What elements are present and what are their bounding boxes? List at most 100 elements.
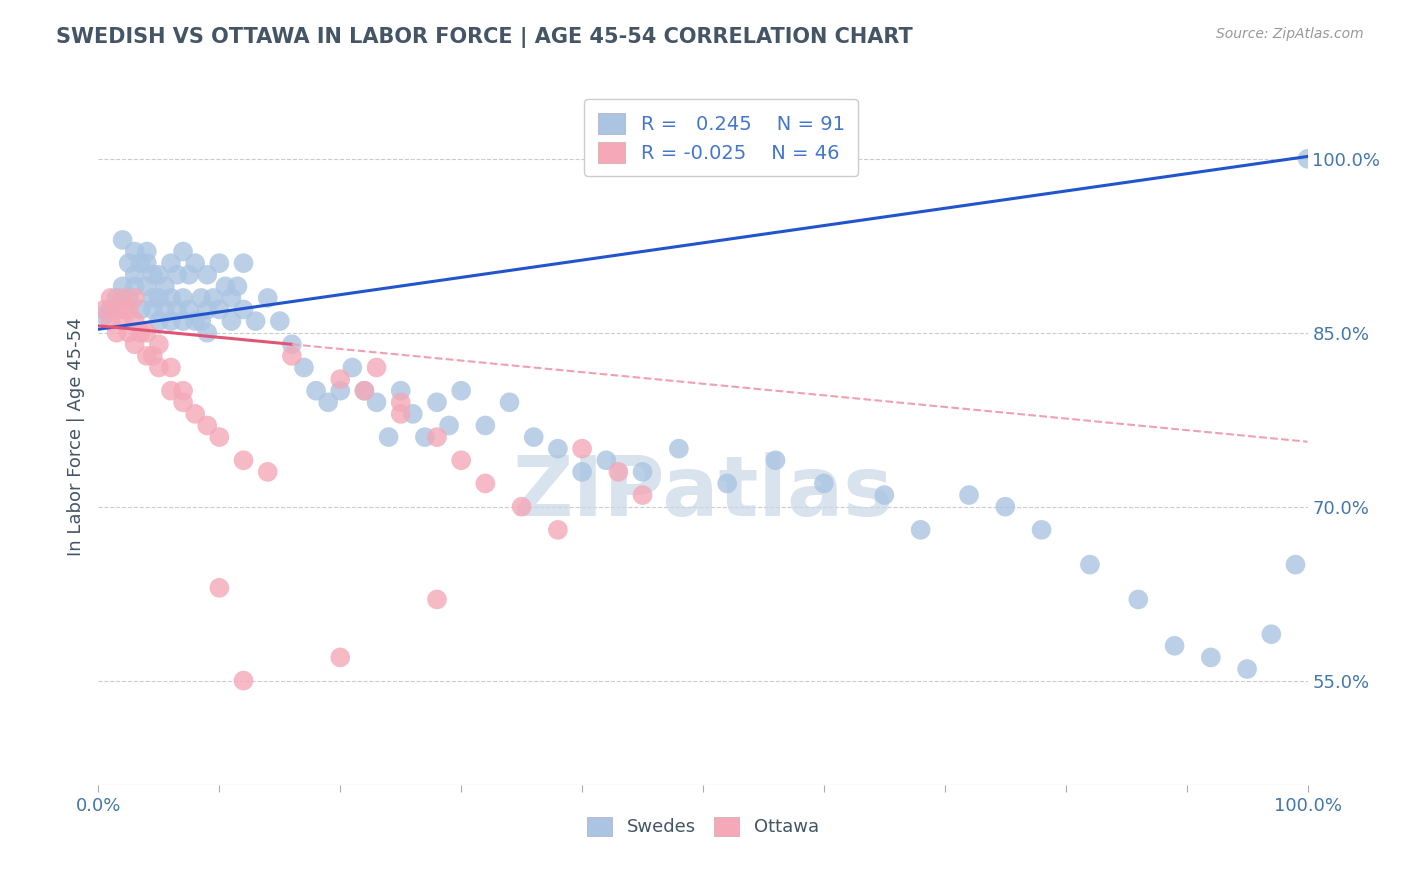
Point — [510, 500, 533, 514]
Point — [135, 244, 157, 259]
Point — [221, 291, 243, 305]
Text: ZIPatlas: ZIPatlas — [513, 452, 893, 533]
Point — [631, 465, 654, 479]
Point — [100, 314, 122, 328]
Point — [547, 523, 569, 537]
Point — [142, 291, 165, 305]
Point — [305, 384, 328, 398]
Point — [226, 279, 249, 293]
Point — [366, 395, 388, 409]
Point — [135, 349, 157, 363]
Point — [1236, 662, 1258, 676]
Point — [179, 302, 201, 317]
Point — [195, 418, 218, 433]
Point — [118, 302, 141, 317]
Point — [232, 256, 254, 270]
Point — [256, 465, 278, 479]
Point — [124, 314, 146, 328]
Point — [118, 291, 141, 305]
Point — [353, 384, 375, 398]
Point — [124, 268, 146, 282]
Point — [166, 302, 188, 317]
Point — [994, 500, 1017, 514]
Point — [142, 302, 165, 317]
Point — [190, 314, 212, 328]
Point — [631, 488, 654, 502]
Point — [281, 337, 304, 351]
Point — [129, 302, 152, 317]
Point — [957, 488, 980, 502]
Point — [172, 244, 194, 259]
Point — [195, 268, 218, 282]
Point — [329, 650, 352, 665]
Point — [668, 442, 690, 456]
Point — [172, 384, 194, 398]
Point — [179, 268, 201, 282]
Point — [135, 326, 157, 340]
Point — [111, 314, 134, 328]
Point — [111, 302, 134, 317]
Point — [873, 488, 896, 502]
Point — [111, 233, 134, 247]
Point — [208, 430, 231, 444]
Point — [377, 430, 399, 444]
Point — [195, 302, 218, 317]
Point — [142, 349, 165, 363]
Point — [389, 395, 412, 409]
Point — [1296, 152, 1319, 166]
Point — [208, 256, 231, 270]
Text: Source: ZipAtlas.com: Source: ZipAtlas.com — [1216, 27, 1364, 41]
Point — [111, 291, 134, 305]
Point — [172, 291, 194, 305]
Point — [413, 430, 436, 444]
Point — [426, 430, 449, 444]
Point — [1260, 627, 1282, 641]
Point — [292, 360, 315, 375]
Y-axis label: In Labor Force | Age 45-54: In Labor Force | Age 45-54 — [66, 318, 84, 557]
Point — [148, 314, 170, 328]
Point — [184, 407, 207, 421]
Point — [124, 279, 146, 293]
Point — [202, 291, 225, 305]
Point — [221, 314, 243, 328]
Point — [160, 384, 183, 398]
Point — [813, 476, 835, 491]
Point — [129, 326, 152, 340]
Point — [148, 337, 170, 351]
Point — [329, 384, 352, 398]
Point — [256, 291, 278, 305]
Point — [172, 314, 194, 328]
Point — [353, 384, 375, 398]
Point — [118, 326, 141, 340]
Point — [402, 407, 425, 421]
Point — [135, 256, 157, 270]
Point — [232, 453, 254, 467]
Point — [166, 268, 188, 282]
Point — [547, 442, 569, 456]
Point — [208, 302, 231, 317]
Point — [269, 314, 291, 328]
Point — [172, 395, 194, 409]
Point — [160, 256, 183, 270]
Point — [1163, 639, 1185, 653]
Point — [595, 453, 617, 467]
Point — [190, 291, 212, 305]
Point — [184, 314, 207, 328]
Point — [474, 476, 496, 491]
Point — [498, 395, 520, 409]
Point — [93, 302, 115, 317]
Point — [426, 592, 449, 607]
Point — [148, 291, 170, 305]
Point — [142, 268, 165, 282]
Point — [910, 523, 932, 537]
Point — [105, 291, 128, 305]
Point — [1284, 558, 1306, 572]
Point — [124, 337, 146, 351]
Point — [153, 302, 176, 317]
Point — [389, 407, 412, 421]
Point — [450, 453, 472, 467]
Point — [118, 256, 141, 270]
Point — [1128, 592, 1150, 607]
Point — [1031, 523, 1053, 537]
Point — [129, 256, 152, 270]
